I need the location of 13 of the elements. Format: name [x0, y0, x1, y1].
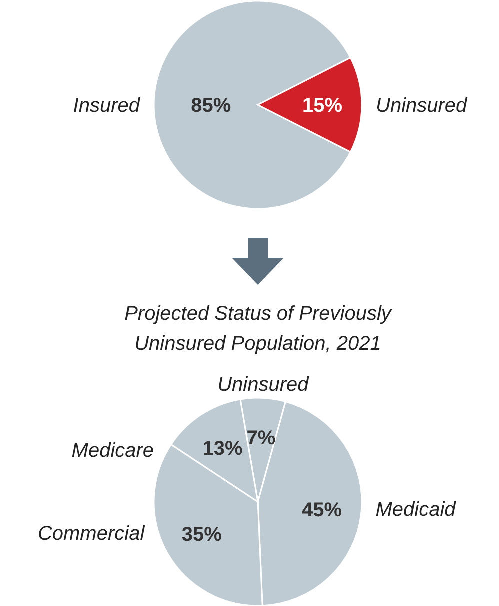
data-label: 7% — [246, 428, 276, 450]
slice-label: Uninsured — [218, 374, 310, 396]
slice-label: Medicare — [72, 440, 154, 462]
data-label: 13% — [202, 438, 243, 460]
slice-label: Commercial — [38, 522, 146, 545]
data-label: 35% — [182, 524, 222, 546]
data-label: 15% — [302, 95, 343, 117]
slice-label: Insured — [73, 95, 141, 117]
data-label: 45% — [302, 499, 342, 522]
chart-title: Projected Status of Previously Uninsured Population, 2021 — [124, 303, 392, 355]
slice-label: Medicaid — [376, 499, 457, 522]
data-label: 85% — [191, 95, 232, 117]
slice-label: Uninsured — [376, 95, 468, 117]
